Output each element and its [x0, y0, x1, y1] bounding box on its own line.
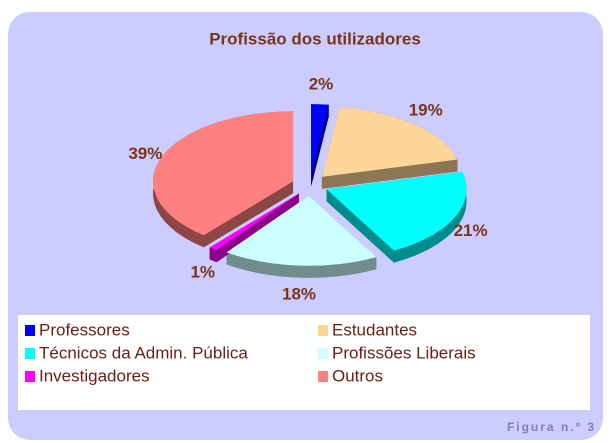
legend-label: Técnicos da Admin. Pública: [39, 343, 248, 362]
legend-label: Outros: [332, 366, 383, 385]
data-label: 1%: [190, 262, 215, 281]
slice-side: [321, 159, 458, 189]
slice: [321, 107, 458, 177]
legend-label: Estudantes: [332, 320, 417, 339]
legend-box: [18, 315, 590, 410]
legend-swatch: [25, 371, 35, 382]
legend-swatch: [25, 325, 35, 336]
slice-side: [203, 181, 294, 248]
caption: Figura n.º 3: [507, 420, 596, 434]
slice: [226, 195, 377, 266]
legend-label: Professores: [39, 320, 130, 339]
slice-side: [326, 189, 394, 263]
slice-side: [311, 104, 329, 187]
legend-label: Profissões Liberais: [332, 343, 476, 362]
slice-side: [393, 171, 467, 263]
chart-title: Profissão dos utilizadores: [209, 29, 421, 48]
legend-swatch: [25, 348, 35, 359]
data-label: 21%: [454, 221, 488, 240]
data-label: 2%: [309, 75, 334, 94]
data-label: 19%: [409, 101, 443, 120]
data-label: 18%: [282, 284, 316, 303]
legend-swatch: [318, 348, 328, 359]
slice: [326, 171, 467, 251]
slice-side: [226, 252, 377, 278]
slice-side: [209, 193, 299, 260]
legend-label: Investigadores: [39, 366, 150, 385]
slice: [153, 111, 294, 236]
slice: [311, 104, 329, 175]
data-label: 39%: [128, 144, 162, 163]
legend-swatch: [318, 325, 328, 336]
slice: [209, 193, 299, 251]
legend-swatch: [318, 371, 328, 382]
slice-side: [209, 247, 217, 263]
